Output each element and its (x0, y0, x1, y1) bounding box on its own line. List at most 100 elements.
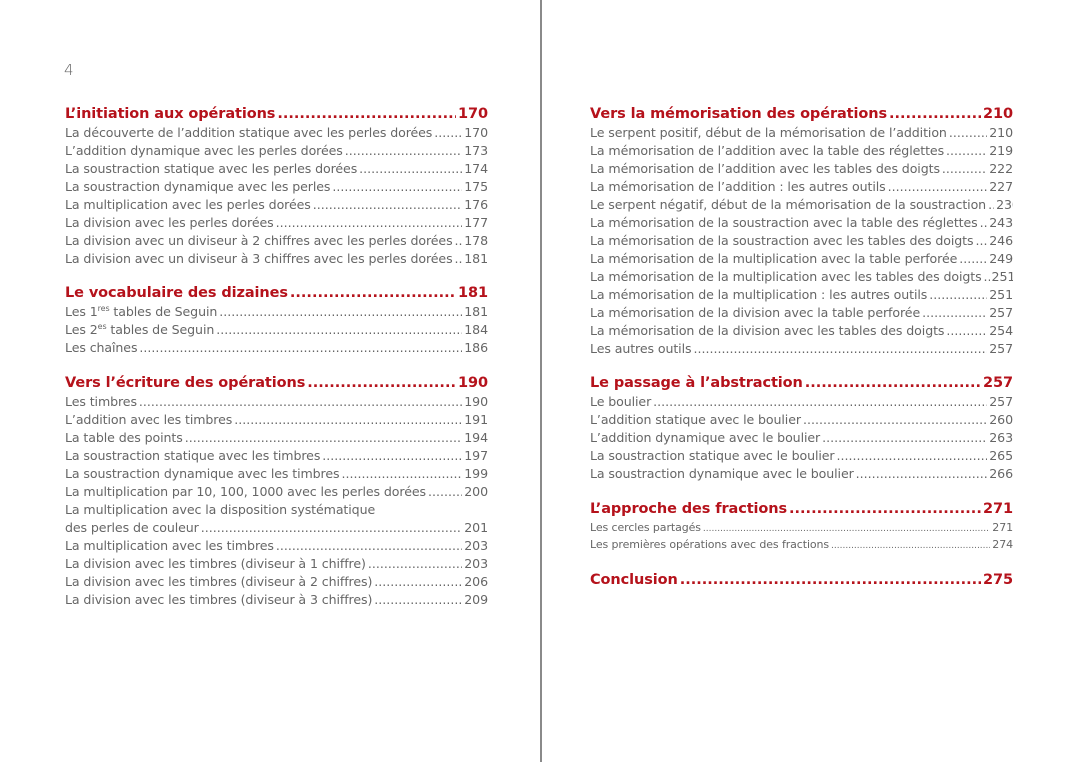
dot-leader (837, 447, 988, 465)
toc-entry[interactable]: La division avec les timbres (diviseur à… (65, 591, 488, 609)
dot-leader (341, 465, 462, 483)
toc-entry[interactable]: La mémorisation de l’addition avec la ta… (590, 142, 1013, 160)
toc-entry[interactable]: La mémorisation de la division avec la t… (590, 304, 1013, 322)
entry-page-number: 201 (464, 520, 488, 535)
toc-entry[interactable]: La mémorisation de l’addition avec les t… (590, 160, 1013, 178)
dot-leader (805, 374, 981, 393)
dot-leader (984, 268, 990, 286)
entry-page-number: 190 (458, 375, 488, 391)
entry-title-rest: tables de Seguin (106, 322, 215, 337)
entry-title: La mémorisation de la division avec la t… (590, 305, 921, 320)
page-gutter-divider (540, 0, 542, 762)
toc-section: Vers l’écriture des opérations190Les tim… (65, 374, 488, 609)
toc-entry[interactable]: La division avec un diviseur à 2 chiffre… (65, 232, 488, 250)
entry-title: L’initiation aux opérations (65, 106, 276, 122)
toc-section: Conclusion 275 (590, 571, 1013, 590)
toc-entry[interactable]: La mémorisation de la multiplication : l… (590, 286, 1013, 304)
section-heading[interactable]: Le passage à l’abstraction 257 (590, 374, 1013, 393)
toc-entry[interactable]: L’addition dynamique avec le boulier 263 (590, 429, 1013, 447)
entry-title: L’addition statique avec le boulier (590, 412, 801, 427)
entry-page-number: 275 (983, 572, 1013, 588)
entry-title: L’addition dynamique avec les perles dor… (65, 143, 343, 158)
toc-entry[interactable]: Les autres outils 257 (590, 340, 1013, 358)
dot-leader (975, 232, 987, 250)
toc-entry[interactable]: La mémorisation de la multiplication ave… (590, 268, 1013, 286)
toc-entry[interactable]: La soustraction statique avec les timbre… (65, 447, 488, 465)
toc-entry[interactable]: La soustraction statique avec le boulier… (590, 447, 1013, 465)
toc-entry[interactable]: La table des points 194 (65, 429, 488, 447)
dot-leader (703, 519, 990, 536)
toc-entry[interactable]: La mémorisation de la division avec les … (590, 322, 1013, 340)
toc-entry[interactable]: Les cercles partagés 271 (590, 519, 1013, 536)
toc-entry[interactable]: La mémorisation de la multiplication ave… (590, 250, 1013, 268)
entry-title-superscript: res (97, 304, 110, 313)
entry-title: La multiplication par 10, 100, 1000 avec… (65, 484, 426, 499)
section-heading[interactable]: L’initiation aux opérations 170 (65, 105, 488, 124)
toc-entry[interactable]: La division avec les timbres (diviseur à… (65, 555, 488, 573)
toc-entry[interactable]: La soustraction dynamique avec les timbr… (65, 465, 488, 483)
entry-title: Le serpent négatif, début de la mémorisa… (590, 197, 987, 212)
entry-page-number: 260 (989, 412, 1013, 427)
toc-entry[interactable]: La soustraction dynamique avec le boulie… (590, 465, 1013, 483)
toc-entry[interactable]: L’addition avec les timbres 191 (65, 411, 488, 429)
toc-entry[interactable]: La multiplication avec les perles dorées… (65, 196, 488, 214)
dot-leader (307, 374, 456, 393)
dot-leader (980, 214, 988, 232)
toc-entry[interactable]: La soustraction dynamique avec les perle… (65, 178, 488, 196)
dot-leader (277, 105, 456, 124)
toc-entry[interactable]: Le serpent positif, début de la mémorisa… (590, 124, 1013, 142)
entry-title: L’addition dynamique avec le boulier (590, 430, 821, 445)
entry-title: Les chaînes (65, 340, 138, 355)
toc-entry[interactable]: La division avec les timbres (diviseur à… (65, 573, 488, 591)
section-heading[interactable]: L’approche des fractions 271 (590, 500, 1013, 519)
toc-entry[interactable]: L’addition statique avec le boulier 260 (590, 411, 1013, 429)
toc-entry[interactable]: Les timbres 190 (65, 393, 488, 411)
section-heading[interactable]: Conclusion 275 (590, 571, 1013, 590)
toc-entry[interactable]: La découverte de l’addition statique ave… (65, 124, 488, 142)
toc-entry[interactable]: Les chaînes 186 (65, 339, 488, 357)
toc-section: L’initiation aux opérations 170 La découve… (65, 105, 488, 268)
entry-title: La division avec les perles dorées (65, 215, 274, 230)
entry-page-number: 257 (983, 375, 1013, 391)
entry-page-number: 249 (989, 251, 1013, 266)
toc-entry[interactable]: La mémorisation de l’addition : les autr… (590, 178, 1013, 196)
entry-title: La mémorisation de la division avec les … (590, 323, 945, 338)
toc-entry[interactable]: Les premières opérations avec des fracti… (590, 536, 1013, 553)
section-heading[interactable]: Vers la mémorisation des opérations 210 (590, 105, 1013, 124)
toc-entry[interactable]: La multiplication avec les timbres 203 (65, 537, 488, 555)
entry-page-number: 222 (989, 161, 1013, 176)
toc-entry[interactable]: Les 1res tables de Seguin 181 (65, 303, 488, 321)
section-heading[interactable]: Le vocabulaire des dizaines 181 (65, 284, 488, 303)
entry-page-number: 257 (989, 394, 1013, 409)
toc-entry[interactable]: La soustraction statique avec les perles… (65, 160, 488, 178)
toc-entry[interactable]: La multiplication par 10, 100, 1000 avec… (65, 483, 488, 501)
entry-page-number: 181 (464, 304, 488, 319)
dot-leader (946, 142, 987, 160)
toc-entry[interactable]: L’addition dynamique avec les perles dor… (65, 142, 488, 160)
entry-page-number: 254 (989, 323, 1013, 338)
entry-title: La soustraction dynamique avec les timbr… (65, 466, 340, 481)
toc-entry[interactable]: La division avec les perles dorées 177 (65, 214, 488, 232)
toc-entry[interactable]: La mémorisation de la soustraction avec … (590, 214, 1013, 232)
dot-leader (455, 232, 463, 250)
entry-page-number: 184 (464, 322, 488, 337)
entry-title: des perles de couleur (65, 520, 199, 535)
toc-entry[interactable]: La mémorisation de la soustraction avec … (590, 232, 1013, 250)
dot-leader (831, 536, 990, 553)
dot-leader (276, 537, 462, 555)
toc-entry[interactable]: Le boulier 257 (590, 393, 1013, 411)
entry-page-number: 210 (989, 125, 1013, 140)
entry-page-number: 170 (464, 125, 488, 140)
toc-entry[interactable]: La division avec un diviseur à 3 chiffre… (65, 250, 488, 268)
toc-entry[interactable]: Les 2es tables de Seguin 184 (65, 321, 488, 339)
toc-entry[interactable]: Le serpent négatif, début de la mémorisa… (590, 196, 1013, 214)
entry-title: La division avec les timbres (diviseur à… (65, 556, 366, 571)
dot-leader (374, 591, 462, 609)
toc-entry[interactable]: des perles de couleur 201 (65, 519, 488, 537)
entry-page-number: 176 (464, 197, 488, 212)
entry-page-number: 203 (464, 538, 488, 553)
dot-leader (216, 321, 462, 339)
entry-title: La soustraction dynamique avec le boulie… (590, 466, 854, 481)
entry-title: La division avec un diviseur à 2 chiffre… (65, 233, 453, 248)
section-heading[interactable]: Vers l’écriture des opérations 190 (65, 374, 488, 393)
